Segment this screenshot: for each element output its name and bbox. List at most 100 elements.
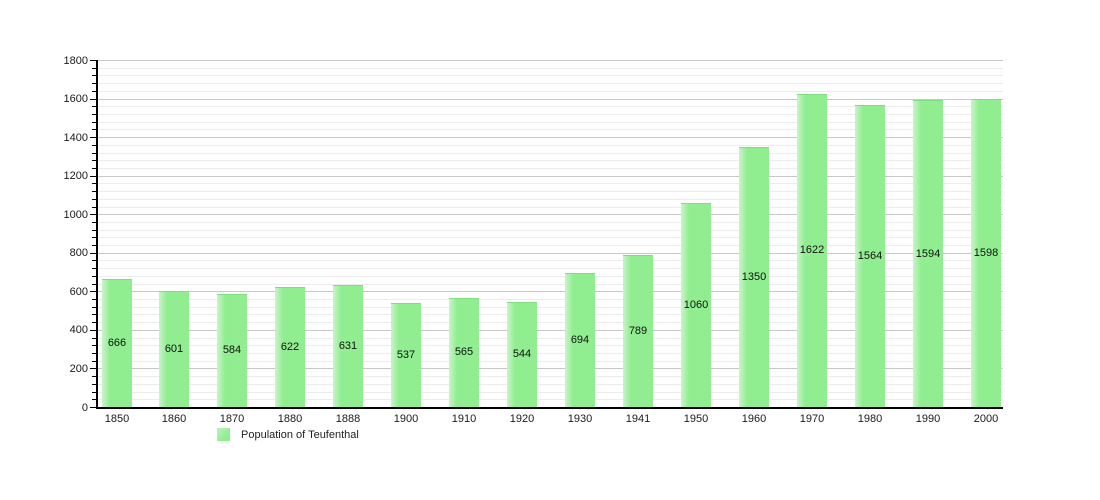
y-axis-minor-tick bbox=[92, 68, 96, 69]
minor-gridline bbox=[98, 168, 1003, 169]
bar: 584 bbox=[217, 294, 247, 407]
x-axis-tick-label: 2000 bbox=[973, 413, 999, 425]
y-axis-minor-tick bbox=[92, 245, 96, 246]
y-axis-minor-tick bbox=[92, 207, 96, 208]
y-axis-minor-tick bbox=[92, 183, 96, 184]
major-gridline bbox=[98, 60, 1003, 61]
y-axis-major-tick bbox=[90, 253, 96, 254]
y-axis-major-tick bbox=[90, 99, 96, 100]
major-gridline bbox=[98, 330, 1003, 331]
bar: 789 bbox=[623, 255, 653, 407]
x-axis-tick-label: 1970 bbox=[799, 413, 825, 425]
y-axis-minor-tick bbox=[92, 361, 96, 362]
minor-gridline bbox=[98, 83, 1003, 84]
minor-gridline bbox=[98, 230, 1003, 231]
bar: 631 bbox=[333, 285, 363, 407]
minor-gridline bbox=[98, 299, 1003, 300]
y-axis-major-tick bbox=[90, 407, 96, 408]
y-axis-minor-tick bbox=[92, 191, 96, 192]
y-axis-minor-tick bbox=[92, 222, 96, 223]
bar-value-label: 666 bbox=[107, 337, 127, 349]
legend: Population of Teufenthal bbox=[217, 428, 359, 441]
x-axis-tick-label: 1930 bbox=[567, 413, 593, 425]
legend-label: Population of Teufenthal bbox=[241, 428, 359, 441]
major-gridline bbox=[98, 214, 1003, 215]
y-axis-minor-tick bbox=[92, 160, 96, 161]
x-axis-tick-label: 1980 bbox=[857, 413, 883, 425]
y-axis-minor-tick bbox=[92, 345, 96, 346]
x-axis-tick-label: 1850 bbox=[104, 413, 130, 425]
minor-gridline bbox=[98, 361, 1003, 362]
minor-gridline bbox=[98, 276, 1003, 277]
bar-value-label: 601 bbox=[164, 343, 184, 355]
major-gridline bbox=[98, 176, 1003, 177]
minor-gridline bbox=[98, 129, 1003, 130]
major-gridline bbox=[98, 368, 1003, 369]
bar: 544 bbox=[507, 302, 537, 407]
y-axis-tick-label: 1800 bbox=[63, 55, 88, 67]
y-axis-minor-tick bbox=[92, 268, 96, 269]
bar-value-label: 694 bbox=[570, 334, 590, 346]
y-axis-tick-label: 1600 bbox=[63, 93, 88, 105]
bar-value-label: 631 bbox=[338, 340, 358, 352]
y-axis-minor-tick bbox=[92, 91, 96, 92]
y-axis-major-tick bbox=[90, 368, 96, 369]
minor-gridline bbox=[98, 399, 1003, 400]
x-axis-tick-label: 1910 bbox=[451, 413, 477, 425]
y-axis-major-tick bbox=[90, 330, 96, 331]
minor-gridline bbox=[98, 322, 1003, 323]
x-axis-tick-label: 1900 bbox=[393, 413, 419, 425]
minor-gridline bbox=[98, 392, 1003, 393]
x-axis-tick-label: 1960 bbox=[741, 413, 767, 425]
bar: 694 bbox=[565, 273, 595, 407]
y-axis-line bbox=[96, 60, 98, 409]
bar: 622 bbox=[275, 287, 305, 407]
minor-gridline bbox=[98, 353, 1003, 354]
bar-value-label: 789 bbox=[628, 325, 648, 337]
y-axis-major-tick bbox=[90, 291, 96, 292]
y-axis-minor-tick bbox=[92, 168, 96, 169]
minor-gridline bbox=[98, 260, 1003, 261]
x-axis-tick-label: 1920 bbox=[509, 413, 535, 425]
y-axis-tick-label: 1200 bbox=[63, 170, 88, 182]
minor-gridline bbox=[98, 237, 1003, 238]
minor-gridline bbox=[98, 91, 1003, 92]
minor-gridline bbox=[98, 314, 1003, 315]
minor-gridline bbox=[98, 268, 1003, 269]
x-axis-tick-label: 1888 bbox=[335, 413, 361, 425]
y-axis-minor-tick bbox=[92, 122, 96, 123]
y-axis-major-tick bbox=[90, 214, 96, 215]
bar-value-label: 537 bbox=[396, 349, 416, 361]
y-axis-minor-tick bbox=[92, 114, 96, 115]
major-gridline bbox=[98, 99, 1003, 100]
bar: 1622 bbox=[797, 94, 827, 407]
major-gridline bbox=[98, 253, 1003, 254]
bar-value-label: 1594 bbox=[915, 248, 941, 260]
y-axis-minor-tick bbox=[92, 129, 96, 130]
bar: 1060 bbox=[681, 203, 711, 407]
y-axis-tick-label: 1000 bbox=[63, 209, 88, 221]
y-axis-major-tick bbox=[90, 60, 96, 61]
minor-gridline bbox=[98, 153, 1003, 154]
bar-value-label: 565 bbox=[454, 346, 474, 358]
y-axis-minor-tick bbox=[92, 307, 96, 308]
minor-gridline bbox=[98, 345, 1003, 346]
minor-gridline bbox=[98, 160, 1003, 161]
minor-gridline bbox=[98, 245, 1003, 246]
x-axis-tick-label: 1990 bbox=[915, 413, 941, 425]
minor-gridline bbox=[98, 114, 1003, 115]
x-axis-line bbox=[96, 407, 1003, 409]
y-axis-minor-tick bbox=[92, 75, 96, 76]
x-axis-tick-label: 1950 bbox=[683, 413, 709, 425]
bar-value-label: 1350 bbox=[741, 271, 767, 283]
bar-value-label: 544 bbox=[512, 348, 532, 360]
y-axis-minor-tick bbox=[92, 199, 96, 200]
y-axis-tick-label: 400 bbox=[69, 324, 88, 336]
x-axis-tick-label: 1860 bbox=[161, 413, 187, 425]
minor-gridline bbox=[98, 284, 1003, 285]
bar: 1350 bbox=[739, 147, 769, 407]
bar: 537 bbox=[391, 303, 421, 407]
minor-gridline bbox=[98, 384, 1003, 385]
minor-gridline bbox=[98, 106, 1003, 107]
minor-gridline bbox=[98, 338, 1003, 339]
